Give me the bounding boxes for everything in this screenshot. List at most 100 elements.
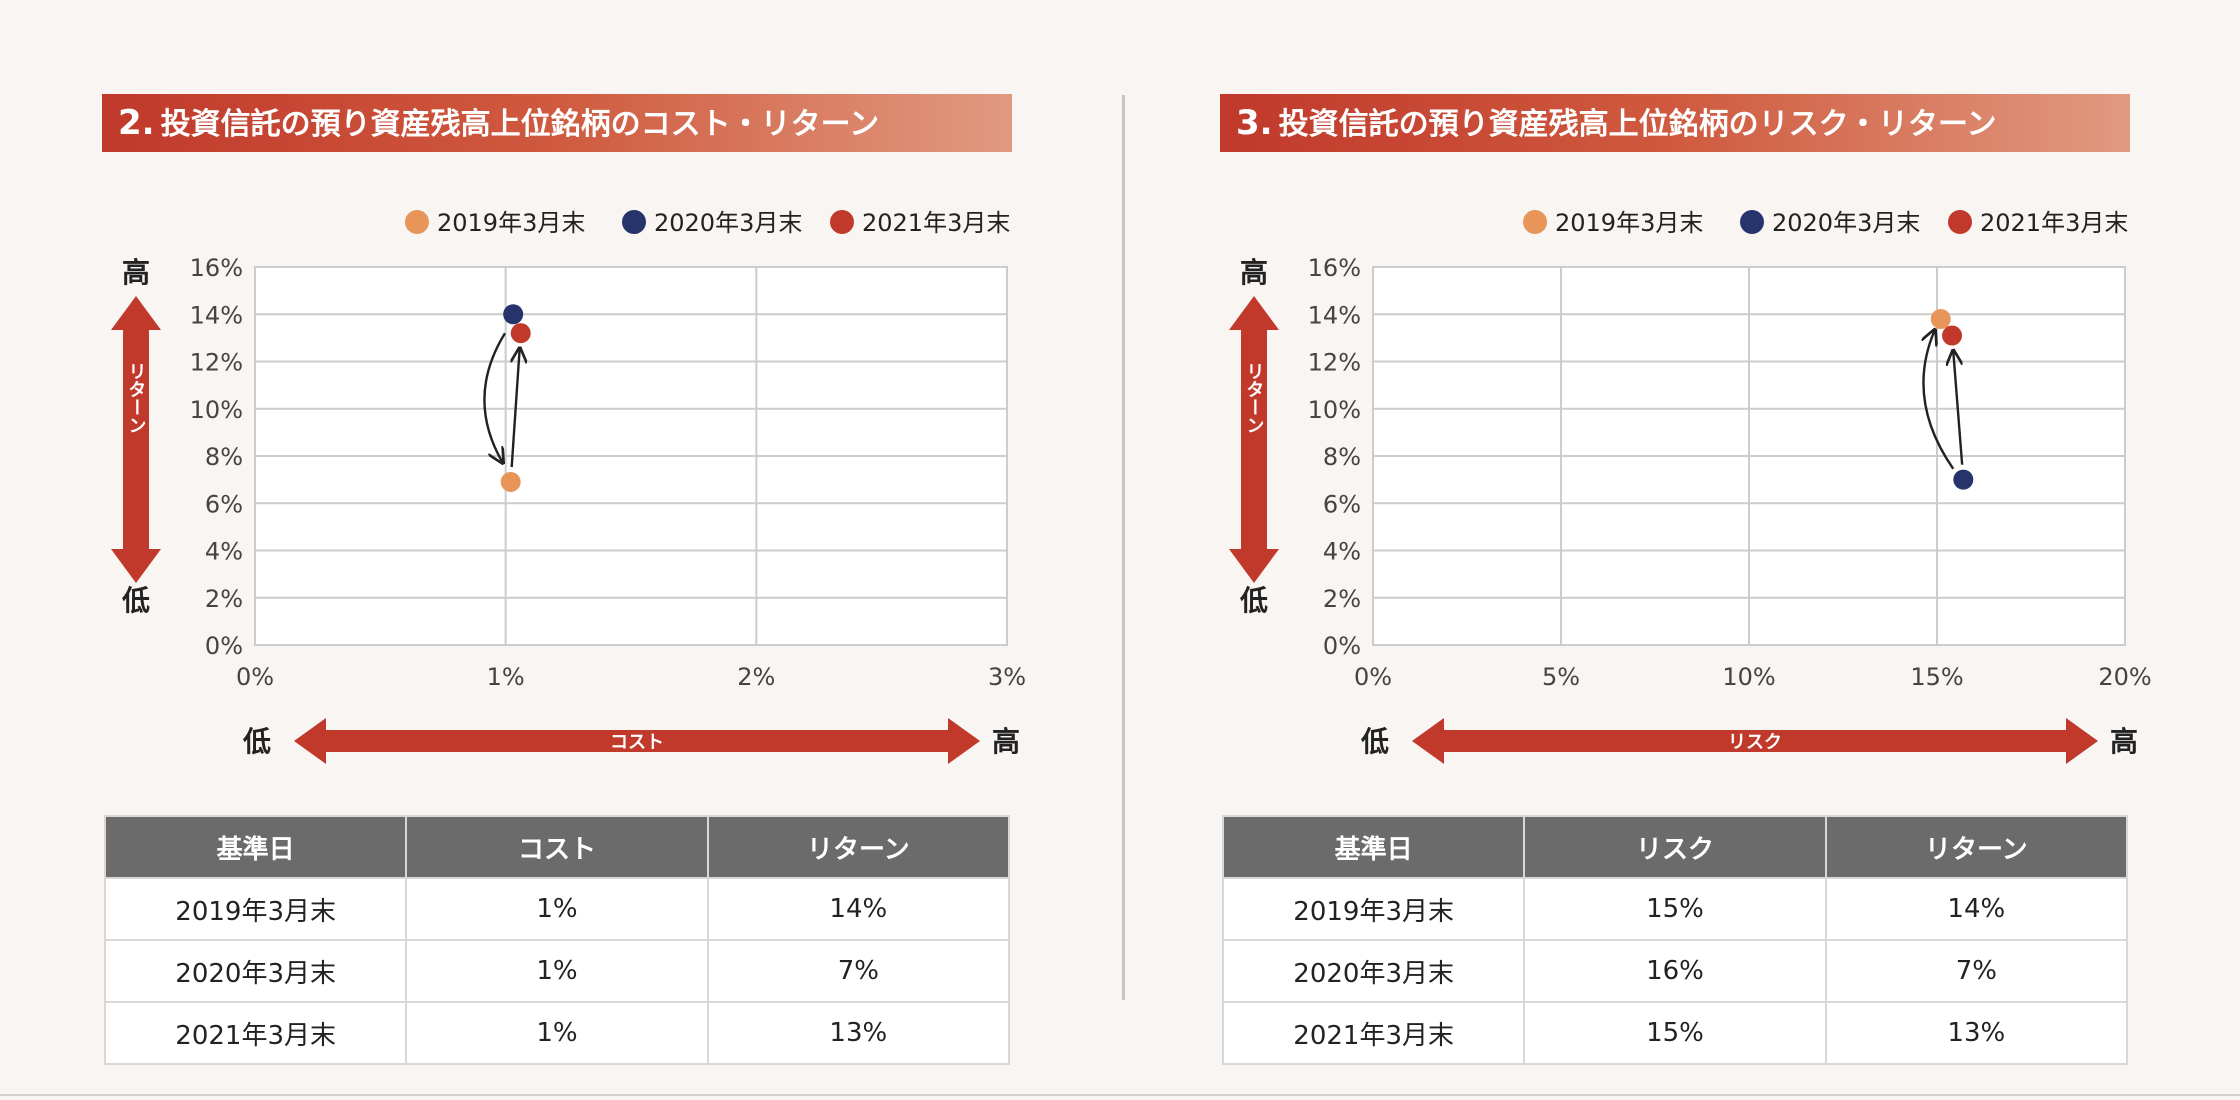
y-tick-label: 12%: [190, 349, 243, 377]
table-cell: 2019年3月末: [1221, 877, 1526, 941]
x-tick-label: 15%: [1910, 663, 1963, 691]
x-tick-label: 2%: [737, 663, 775, 691]
data-point: [500, 471, 521, 492]
col-header-risk: リスク: [1523, 815, 1827, 879]
cost-return-table: 基準日 コスト リターン 2019年3月末 1% 14% 2020年3月末 1%…: [103, 815, 1011, 1065]
legend-label: 2019年3月末: [437, 209, 585, 237]
legend-label: 2020年3月末: [654, 209, 802, 237]
x-tick-label: 0%: [1354, 663, 1392, 691]
section-number: 2.: [118, 103, 155, 143]
data-point: [1953, 469, 1974, 490]
x-tick-label: 0%: [236, 663, 274, 691]
table-row: 2019年3月末 1% 14%: [103, 877, 1011, 941]
x-axis-title: リスク: [1728, 732, 1782, 753]
table-cell: 2019年3月末: [103, 877, 408, 941]
section-title-text: 投資信託の預り資産残高上位銘柄のリスク・リターン: [1278, 107, 1997, 142]
y-tick-label: 10%: [190, 396, 243, 424]
data-point: [503, 304, 524, 325]
table-cell: 16%: [1523, 939, 1827, 1003]
y-axis-title: リターン: [1244, 362, 1265, 434]
cost-return-panel: 2. 投資信託の預り資産残高上位銘柄のコスト・リターン 0% 2% 4% 6% 8% 10%…: [92, 0, 1092, 1065]
risk-return-table: 基準日 リスク リターン 2019年3月末 15% 14% 2020年3月末 1…: [1221, 815, 2129, 1065]
y-axis-high-label: 高: [122, 256, 150, 289]
legend-label: 2021年3月末: [1980, 209, 2128, 237]
table-row: 2021年3月末 15% 13%: [1221, 1001, 2129, 1065]
legend-marker: [1523, 210, 1547, 234]
table-row: 2019年3月末 15% 14%: [1221, 877, 2129, 941]
y-tick-label: 14%: [1308, 301, 1361, 329]
x-tick-label: 1%: [487, 663, 525, 691]
y-tick-label: 14%: [190, 301, 243, 329]
x-axis-high-label: 高: [992, 725, 1020, 758]
table-cell: 2020年3月末: [1221, 939, 1526, 1003]
table-cell: 15%: [1523, 1001, 1827, 1065]
data-point: [510, 323, 531, 344]
x-axis-title: コスト: [610, 732, 664, 753]
section-title: 3. 投資信託の預り資産残高上位銘柄のリスク・リターン: [1220, 94, 2130, 152]
x-tick-label: 3%: [988, 663, 1026, 691]
y-tick-label: 16%: [1308, 254, 1361, 282]
x-tick-label: 5%: [1542, 663, 1580, 691]
bottom-rule: [0, 1094, 2240, 1096]
trend-arrow: [1923, 330, 1955, 470]
x-axis-low-label: 低: [242, 725, 271, 758]
table-cell: 15%: [1523, 877, 1827, 941]
col-header-date: 基準日: [103, 815, 408, 879]
y-axis-low-label: 低: [121, 584, 150, 617]
table-cell: 14%: [706, 877, 1011, 941]
y-tick-label: 4%: [205, 538, 243, 566]
legend-label: 2019年3月末: [1555, 209, 1703, 237]
risk-return-scatter-chart: 0% 2% 4% 6% 8% 10% 12% 14% 16% 0% 5% 10% 15% 20% 2019年…: [1229, 209, 2152, 764]
x-tick-label: 20%: [2098, 663, 2151, 691]
table-cell: 7%: [706, 939, 1011, 1003]
table-cell: 1%: [405, 1001, 709, 1065]
table-cell: 7%: [1824, 939, 2129, 1003]
table-cell: 13%: [706, 1001, 1011, 1065]
section-title-text: 投資信託の預り資産残高上位銘柄のコスト・リターン: [160, 107, 880, 142]
y-axis-low-label: 低: [1239, 584, 1268, 617]
y-axis-title: リターン: [126, 362, 147, 434]
table-row: 2020年3月末 1% 7%: [103, 939, 1011, 1003]
y-tick-label: 2%: [1323, 585, 1361, 613]
table-cell: 14%: [1824, 877, 2129, 941]
table-row: 2020年3月末 16% 7%: [1221, 939, 2129, 1003]
col-header-return: リターン: [1824, 815, 2129, 879]
risk-return-panel: 3. 投資信託の預り資産残高上位銘柄のリスク・リターン 0% 2% 4% 6% 8% 10%…: [1210, 0, 2210, 1065]
y-tick-label: 6%: [1323, 490, 1361, 518]
legend-marker: [830, 210, 854, 234]
x-axis-low-label: 低: [1360, 725, 1389, 758]
table-cell: 1%: [405, 939, 709, 1003]
y-tick-label: 10%: [1308, 396, 1361, 424]
table-cell: 1%: [405, 877, 709, 941]
x-axis-double-arrow: [1412, 718, 2098, 764]
legend-label: 2020年3月末: [1772, 209, 1920, 237]
table-cell: 2021年3月末: [103, 1001, 408, 1065]
trend-arrow: [512, 348, 520, 468]
y-axis-double-arrow: [1229, 296, 1279, 583]
y-tick-label: 8%: [1323, 443, 1361, 471]
y-tick-label: 16%: [190, 254, 243, 282]
y-tick-label: 8%: [205, 443, 243, 471]
col-header-cost: コスト: [405, 815, 709, 879]
x-tick-label: 10%: [1722, 663, 1775, 691]
col-header-date: 基準日: [1221, 815, 1526, 879]
table-cell: 2021年3月末: [1221, 1001, 1526, 1065]
panel-divider: [1122, 95, 1125, 1000]
legend-marker: [1740, 210, 1764, 234]
y-tick-label: 0%: [205, 632, 243, 660]
section-title: 2. 投資信託の預り資産残高上位銘柄のコスト・リターン: [102, 94, 1012, 152]
table-header-row: 基準日 リスク リターン: [1221, 815, 2129, 879]
y-tick-label: 12%: [1308, 349, 1361, 377]
y-axis-high-label: 高: [1240, 256, 1268, 289]
table-header-row: 基準日 コスト リターン: [103, 815, 1011, 879]
legend-label: 2021年3月末: [862, 209, 1010, 237]
section-number: 3.: [1236, 103, 1273, 143]
cost-return-scatter-chart: 0% 2% 4% 6% 8% 10% 12% 14% 16% 0% 1% 2% 3% 2019年3月末 20…: [111, 209, 1026, 764]
y-tick-label: 4%: [1323, 538, 1361, 566]
data-point: [1942, 325, 1963, 346]
table-cell: 13%: [1824, 1001, 2129, 1065]
legend-marker: [1948, 210, 1972, 234]
y-axis-double-arrow: [111, 296, 161, 583]
trend-arrow: [483, 332, 506, 463]
legend-marker: [405, 210, 429, 234]
